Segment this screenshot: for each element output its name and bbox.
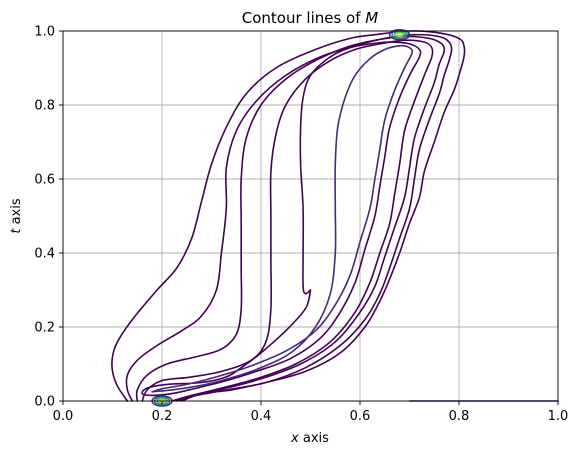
contour-line-4 [141, 41, 422, 397]
chart-title: Contour lines of M [242, 9, 379, 27]
contour-line-1 [125, 33, 453, 402]
y-axis-ticks: 0.0 0.2 0.4 0.6 0.8 1.0 [34, 25, 63, 410]
x-tick-label: 0.2 [152, 409, 173, 424]
y-axis-label-suffix: axis [9, 198, 24, 228]
x-axis-label-variable: x [290, 431, 299, 446]
y-tick-label: 0.2 [34, 321, 55, 336]
y-tick-label: 0.6 [34, 173, 55, 188]
y-tick-label: 0.0 [34, 395, 55, 410]
x-tick-label: 1.0 [548, 409, 569, 424]
plot-area-frame [62, 30, 559, 402]
x-tick-label: 0.4 [251, 409, 272, 424]
x-tick-label: 0.8 [449, 409, 470, 424]
peak-1-ring-3 [396, 32, 404, 37]
contour-line-0 [111, 30, 466, 402]
x-axis-label: x axis [290, 431, 329, 446]
y-axis-label: t axis [9, 198, 24, 234]
contour-line-5 [151, 44, 414, 393]
x-axis-label-suffix: axis [299, 431, 329, 446]
y-tick-label: 0.8 [34, 99, 55, 114]
y-tick-label: 0.4 [34, 247, 55, 262]
contour-line-3 [141, 39, 434, 402]
x-tick-label: 0.6 [350, 409, 371, 424]
chart-title-prefix: Contour lines of [242, 9, 366, 27]
contour-line-2 [135, 35, 446, 402]
x-axis-ticks: 0.0 0.2 0.4 0.6 0.8 1.0 [53, 401, 569, 424]
y-axis-label-variable: t [9, 228, 24, 234]
x-tick-label: 0.0 [53, 409, 74, 424]
peak-1-ring-2 [393, 31, 406, 39]
contour-lines [111, 30, 559, 402]
y-tick-label: 1.0 [34, 25, 55, 40]
chart-title-variable: M [365, 9, 378, 27]
peak-1-ring-0 [388, 28, 411, 41]
